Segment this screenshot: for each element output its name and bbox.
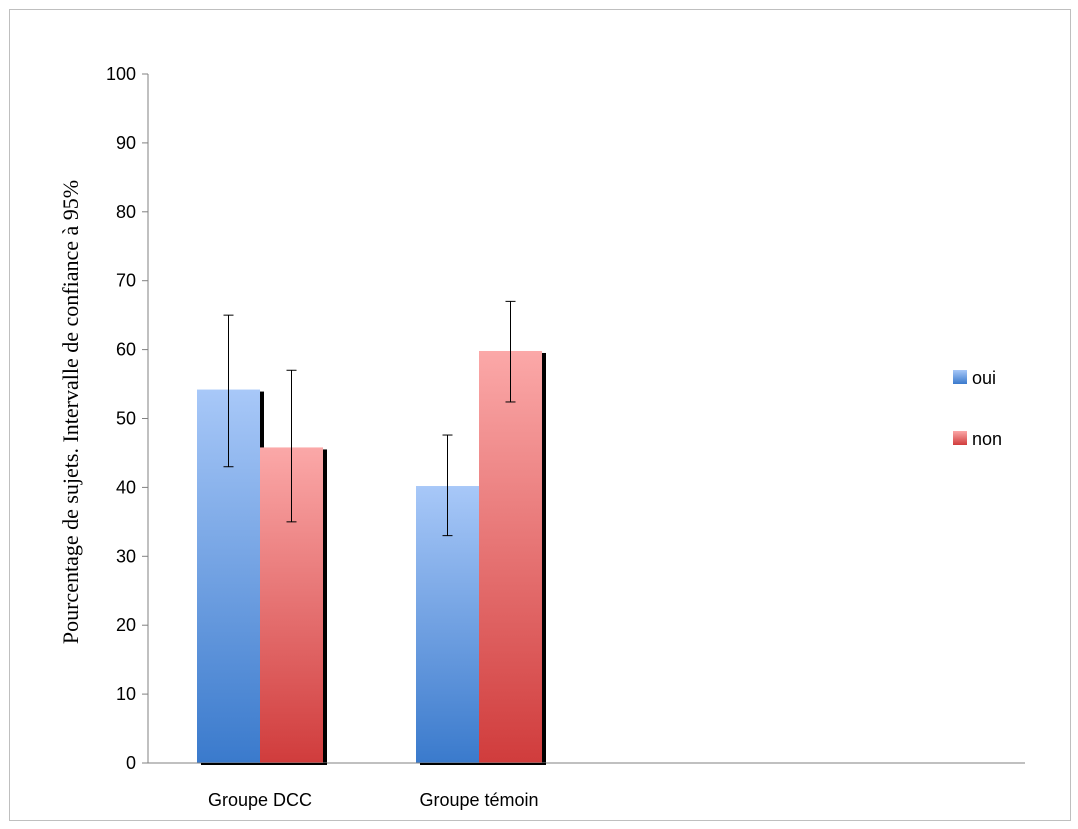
bar-non [479,350,542,763]
y-tick-label: 80 [116,202,136,222]
y-axis: 0 10 20 30 40 50 60 70 80 90 100 [106,64,149,773]
legend-swatch-oui [953,370,967,384]
y-tick-label: 70 [116,271,136,291]
x-axis: Groupe DCC Groupe témoin [148,762,1025,810]
x-category-label: Groupe DCC [208,790,312,810]
y-tick-label: 30 [116,546,136,566]
legend-swatch-non [953,431,967,445]
y-tick-label: 10 [116,684,136,704]
y-tick-label: 100 [106,64,136,84]
x-category-label: Groupe témoin [419,790,538,810]
y-tick-label: 60 [116,340,136,360]
y-tick-label: 40 [116,477,136,497]
bar-shadow [542,352,546,763]
error-bars [223,300,516,537]
legend-label-oui: oui [972,368,996,388]
y-tick-label: 0 [126,753,136,773]
y-tick-label: 20 [116,615,136,635]
legend: oui non [953,368,1002,449]
y-tick-label: 50 [116,409,136,429]
bars [197,350,546,763]
bar-shadow [323,449,327,763]
y-tick-label: 90 [116,133,136,153]
y-axis-title: Pourcentage de sujets. Intervalle de con… [58,180,83,644]
legend-label-non: non [972,429,1002,449]
